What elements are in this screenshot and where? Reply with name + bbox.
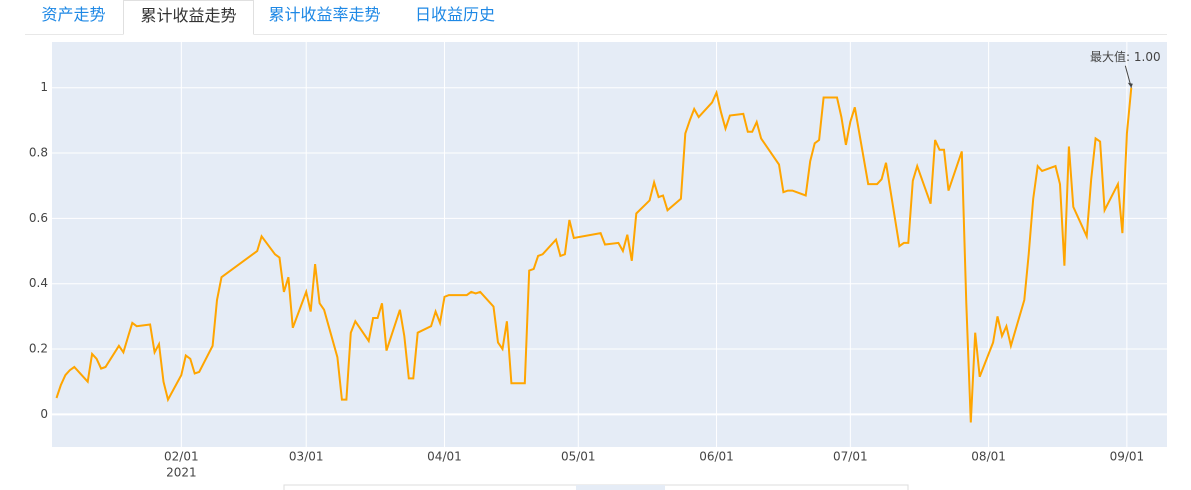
x-tick-label: 06/01 xyxy=(699,450,734,464)
x-tick-label: 03/01 xyxy=(289,450,324,464)
x-tick-label: 02/01 xyxy=(164,450,199,464)
annotation: 最大值: 1.00 xyxy=(1090,49,1161,64)
y-tick-label: 0 xyxy=(40,407,48,421)
tab-active[interactable]: 累计收益走势 xyxy=(123,0,254,35)
range-selector-window xyxy=(576,485,665,490)
line xyxy=(55,87,1133,423)
y-tick-label: 1 xyxy=(40,80,48,94)
x-tick-label: 08/01 xyxy=(971,450,1006,464)
y-tick-label: 0.4 xyxy=(29,276,48,290)
x-tick-label: 09/01 xyxy=(1110,450,1145,464)
annotation-arrowhead xyxy=(1127,82,1133,88)
y-tick-label: 0.2 xyxy=(29,342,48,356)
x-tick-label: 05/01 xyxy=(561,450,596,464)
y-tick-label: 0.6 xyxy=(29,211,48,225)
x-year-label: 2021 xyxy=(166,466,197,480)
x-tick-label: 04/01 xyxy=(427,450,462,464)
tab[interactable]: 日收益历史 xyxy=(414,5,495,24)
y-tick-label: 0.8 xyxy=(29,146,48,160)
x-tick-label: 07/01 xyxy=(833,450,868,464)
tab[interactable]: 累计收益率走势 xyxy=(268,5,381,24)
tab[interactable]: 资产走势 xyxy=(41,5,106,24)
tab-bar: 资产走势 累计收益走势 累计收益率走势 日收益历史 xyxy=(25,0,1167,35)
